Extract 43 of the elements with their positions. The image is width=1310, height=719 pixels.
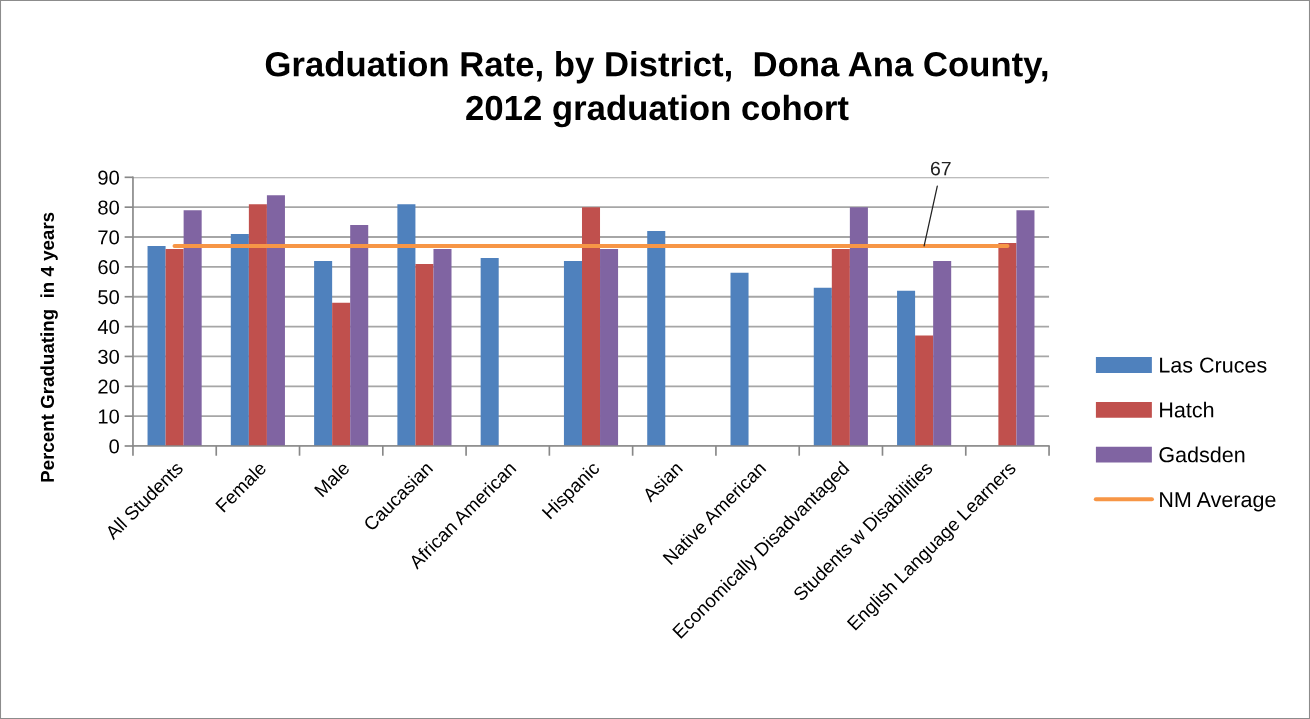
y-tick-label: 70	[98, 230, 119, 245]
bar	[897, 290, 916, 446]
bar	[480, 257, 499, 446]
bar	[647, 231, 666, 446]
legend-label: Las Cruces	[1160, 357, 1267, 373]
bar	[831, 248, 850, 446]
y-axis-title: Percent Graduating in 4 years	[40, 212, 58, 482]
legend-label: Hatch	[1160, 401, 1214, 418]
legend-label: NM Average	[1160, 492, 1276, 512]
legend-label: Gadsden	[1159, 446, 1245, 463]
y-tick-label: 60	[98, 260, 119, 275]
y-tick-label: 0	[109, 439, 119, 454]
bar	[350, 225, 369, 446]
bar	[563, 260, 582, 446]
bar	[183, 210, 202, 446]
bar	[813, 287, 832, 446]
y-tick-label: 10	[98, 409, 119, 424]
bar	[332, 302, 351, 446]
bar	[933, 260, 952, 446]
y-tick-label: 20	[98, 379, 119, 394]
y-tick-label: 80	[98, 200, 119, 215]
bar	[415, 263, 434, 446]
bar	[998, 242, 1017, 446]
y-tick-label: 50	[98, 289, 119, 305]
bar	[230, 234, 249, 446]
bar	[397, 204, 416, 446]
chart-title: Graduation Rate, by District, Dona Ana County, 2012 graduation cohort	[265, 51, 1048, 128]
y-tick-label: 30	[98, 349, 119, 364]
bar	[730, 272, 749, 446]
y-tick-label: 40	[97, 319, 119, 335]
data-label: 67	[930, 161, 951, 176]
bar	[266, 195, 285, 446]
bar	[581, 207, 601, 446]
bar	[165, 248, 184, 446]
bar	[849, 207, 868, 446]
bar	[915, 335, 934, 446]
bar	[433, 248, 452, 446]
y-tick-label: 90	[98, 170, 119, 185]
bar	[248, 204, 267, 446]
bar	[147, 245, 166, 446]
bar	[600, 248, 619, 446]
bar	[314, 260, 333, 446]
bar	[1016, 210, 1035, 446]
